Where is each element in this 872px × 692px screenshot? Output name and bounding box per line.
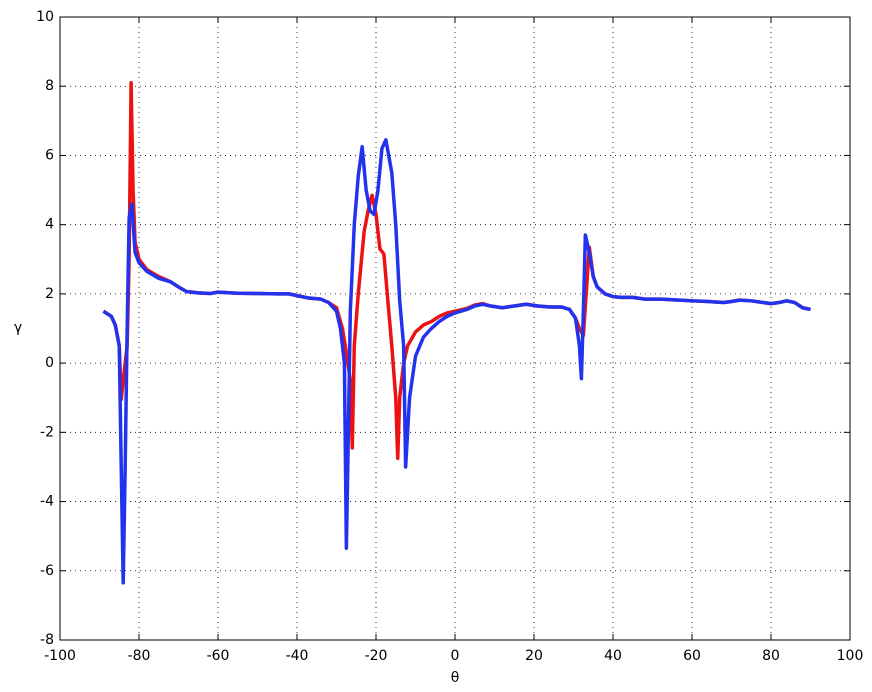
y-tick-label: -2 <box>40 424 54 440</box>
y-tick-label: 2 <box>45 286 54 302</box>
x-tick-label: 20 <box>525 648 543 664</box>
y-tick-label: 4 <box>45 217 54 233</box>
y-tick-label: -8 <box>40 632 54 648</box>
x-tick-label: -60 <box>207 648 230 664</box>
y-axis-label: γ <box>14 320 22 336</box>
y-tick-label: 6 <box>45 147 54 163</box>
y-tick-label: 8 <box>45 78 54 94</box>
y-tick-label: -4 <box>40 494 54 510</box>
y-tick-label: 10 <box>36 9 54 25</box>
x-tick-label: -20 <box>365 648 388 664</box>
plot-area <box>60 17 850 640</box>
y-tick-label: -6 <box>40 563 54 579</box>
x-tick-label: 0 <box>451 648 460 664</box>
line-series <box>102 138 811 585</box>
x-tick-label: 40 <box>604 648 622 664</box>
x-tick-label: -80 <box>128 648 151 664</box>
x-tick-label: -40 <box>286 648 309 664</box>
plot-frame <box>59 16 851 641</box>
x-tick-label: -100 <box>44 648 76 664</box>
x-axis-label: θ <box>451 670 460 686</box>
x-tick-label: 60 <box>683 648 701 664</box>
x-tick-label: 100 <box>837 648 864 664</box>
y-tick-label: 0 <box>45 355 54 371</box>
x-tick-label: 80 <box>762 648 780 664</box>
